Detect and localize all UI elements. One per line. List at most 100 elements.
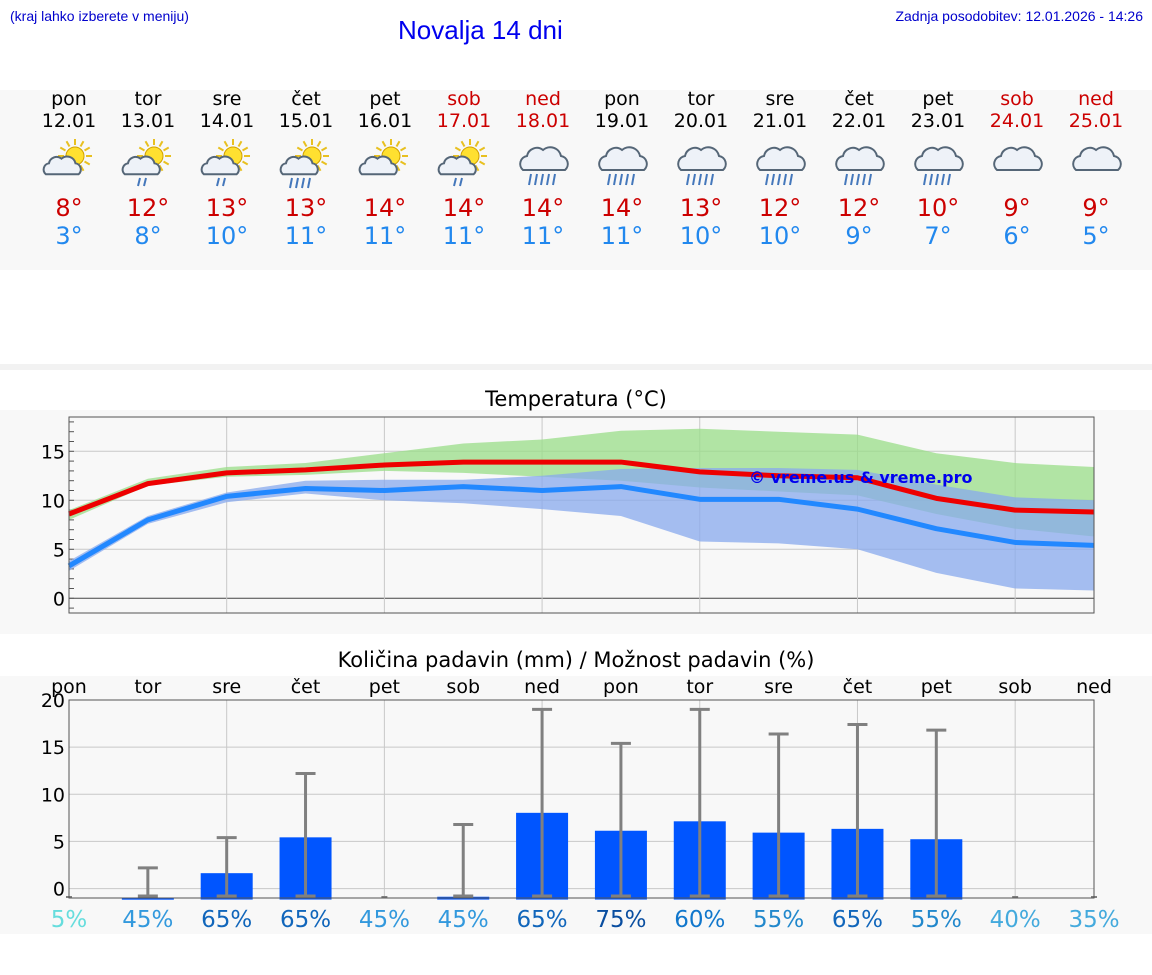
precip-probability: 5% (51, 907, 88, 933)
sun-cloud-heavy-rain-icon (279, 139, 329, 189)
precip-bar (121, 897, 174, 900)
temp-min: 10° (758, 222, 802, 250)
temp-max: 14° (442, 194, 486, 222)
day-name: pon (51, 88, 87, 110)
day-date: 23.01 (910, 110, 966, 132)
day-name: tor (134, 88, 162, 110)
temp-min: 8° (134, 222, 162, 250)
day-column: čet 22.01 12° 9° (820, 88, 899, 250)
temp-max: 14° (521, 194, 565, 222)
day-date: 21.01 (752, 110, 808, 132)
temp-min: 10° (679, 222, 723, 250)
temp-min: 11° (521, 222, 565, 250)
y-tick-label: 20 (41, 690, 65, 712)
day-date: 17.01 (436, 110, 492, 132)
precip-probability: 75% (595, 907, 646, 933)
temp-min: 9° (845, 222, 873, 250)
category-label: pon (51, 676, 87, 698)
precip-probability: 65% (280, 907, 331, 933)
day-name: sob (1000, 88, 1034, 110)
category-label: čet (291, 676, 321, 698)
category-label: ned (524, 676, 560, 698)
menu-note: (kraj lahko izberete v meniju) (10, 8, 189, 24)
day-column: sre 14.01 13° 10° (188, 88, 267, 250)
day-name: sre (765, 88, 795, 110)
separator-strip (0, 364, 1152, 370)
day-column: sob 24.01 9° 6° (978, 88, 1057, 250)
watermark: © vreme.us & vreme.pro (749, 468, 972, 487)
day-date: 16.01 (357, 110, 413, 132)
precip-probability: 45% (359, 907, 410, 933)
day-date: 15.01 (278, 110, 334, 132)
temp-max: 9° (1082, 194, 1110, 222)
day-column: tor 20.01 13° 10° (662, 88, 741, 250)
min-temp-range (69, 467, 1094, 591)
cloud-icon (1072, 146, 1122, 171)
last-update: Zadnja posodobitev: 12.01.2026 - 14:26 (895, 8, 1143, 24)
day-date: 14.01 (199, 110, 255, 132)
day-column: pon 19.01 14° 11° (583, 88, 662, 250)
y-tick-label: 10 (41, 784, 65, 806)
forecast-band (0, 90, 1152, 270)
temperature-title: Temperatura (°C) (485, 387, 667, 411)
category-label: sob (446, 676, 480, 698)
sun-cloud-icon (42, 139, 92, 176)
error-bar (610, 741, 631, 898)
temp-max: 9° (1003, 194, 1031, 222)
day-name: sob (447, 88, 481, 110)
error-bar (453, 822, 474, 898)
sun-cloud-rain-icon (437, 139, 487, 187)
plot-frame (68, 699, 1095, 899)
temp-max: 13° (679, 194, 723, 222)
temp-min: 3° (55, 222, 83, 250)
category-label: pet (369, 676, 400, 698)
error-bar (216, 836, 237, 898)
temp-min: 11° (442, 222, 486, 250)
cloud-rain-icon (835, 146, 885, 186)
temp-max: 12° (837, 194, 881, 222)
category-label: pet (921, 676, 952, 698)
temp-max: 8° (55, 194, 83, 222)
day-date: 25.01 (1068, 110, 1124, 132)
y-tick-label: 15 (41, 737, 65, 759)
y-tick-label: 10 (41, 490, 65, 512)
error-bar (295, 772, 316, 898)
category-label: pon (603, 676, 639, 698)
temp-min: 7° (924, 222, 952, 250)
day-column: čet 15.01 13° 11° (267, 88, 346, 250)
temp-max: 12° (758, 194, 802, 222)
error-bar (926, 728, 947, 898)
error-bar (768, 732, 789, 898)
cloud-rain-icon (598, 146, 648, 186)
precip-probability: 45% (122, 907, 173, 933)
day-name: pet (922, 88, 954, 110)
temp-max: 12° (126, 194, 170, 222)
error-bar (847, 723, 868, 898)
day-date: 13.01 (120, 110, 176, 132)
y-tick-label: 5 (53, 539, 65, 561)
day-name: ned (1078, 88, 1114, 110)
min-temp-line (67, 484, 1095, 569)
day-date: 24.01 (989, 110, 1045, 132)
y-tick-label: 0 (53, 879, 65, 901)
error-bar (532, 707, 553, 898)
day-name: sre (212, 88, 242, 110)
sun-cloud-rain-icon (200, 139, 250, 187)
day-column: ned 18.01 14° 11° (504, 88, 583, 250)
error-bar (137, 866, 158, 898)
max-temp-line (68, 459, 1095, 517)
day-date: 12.01 (41, 110, 97, 132)
day-name: pet (369, 88, 401, 110)
day-column: sob 17.01 14° 11° (425, 88, 504, 250)
day-name: ned (525, 88, 561, 110)
day-column: pet 23.01 10° 7° (899, 88, 978, 250)
temp-min: 6° (1003, 222, 1031, 250)
precip-probability: 55% (753, 907, 804, 933)
category-label: sob (998, 676, 1032, 698)
category-label: tor (686, 676, 713, 698)
sun-cloud-icon (358, 139, 408, 176)
day-column: pet 16.01 14° 11° (346, 88, 425, 250)
max-temp-range (69, 428, 1094, 537)
temp-min: 11° (363, 222, 407, 250)
temp-min: 5° (1082, 222, 1110, 250)
